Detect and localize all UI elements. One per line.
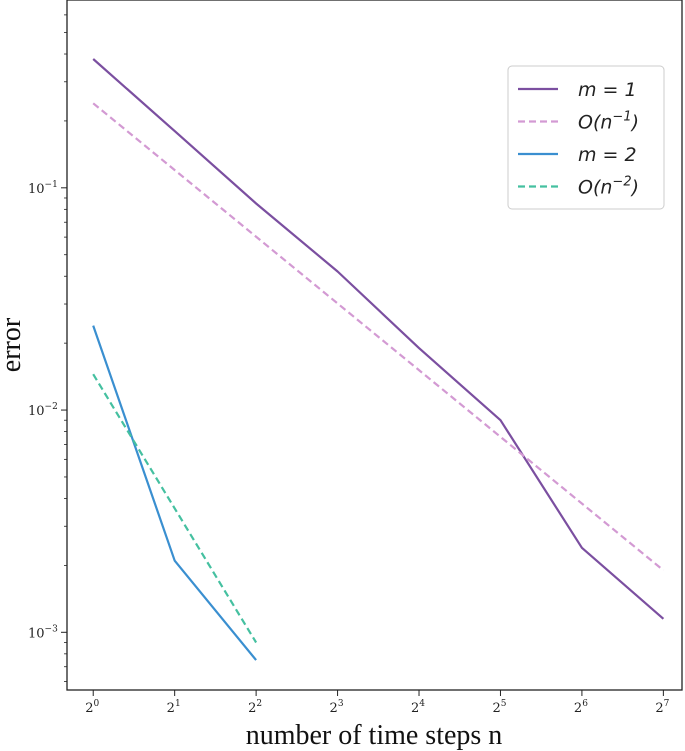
x-tick-label: 21 (167, 699, 181, 716)
series-layer (92, 58, 665, 661)
y-axis-title: error (0, 317, 27, 372)
series-line-1 (92, 102, 665, 572)
y-tick-label: 10−2 (28, 402, 58, 419)
y-axis: 10−1 10−2 10−3 (28, 14, 67, 683)
series-line-2 (92, 325, 257, 661)
legend: m = 1 O(n−1) m = 2 O(n−2) (507, 65, 665, 210)
x-tick-label: 22 (248, 699, 262, 716)
x-axis-title: number of time steps n (246, 720, 503, 751)
legend-label-3: O(n−2) (578, 175, 639, 199)
y-tick-label: 10−1 (28, 180, 58, 197)
legend-items: m = 1 O(n−1) m = 2 O(n−2) (518, 79, 639, 199)
x-tick-label: 25 (492, 699, 506, 716)
legend-frame (507, 65, 665, 210)
legend-label-2: m = 2 (578, 144, 637, 166)
x-tick-label: 26 (574, 699, 588, 716)
x-tick-label: 27 (655, 699, 669, 716)
series-line-3 (92, 373, 258, 644)
x-tick-label: 23 (330, 699, 344, 716)
legend-label-1: O(n−1) (578, 110, 639, 134)
x-axis: 20 21 22 23 24 25 26 27 (85, 690, 670, 716)
plot-frame (66, 0, 683, 691)
x-tick-label: 24 (411, 699, 425, 716)
y-tick-label: 10−3 (28, 624, 58, 641)
series-line-0 (92, 58, 665, 620)
legend-label-0: m = 1 (578, 79, 637, 101)
x-tick-label: 20 (85, 699, 99, 716)
